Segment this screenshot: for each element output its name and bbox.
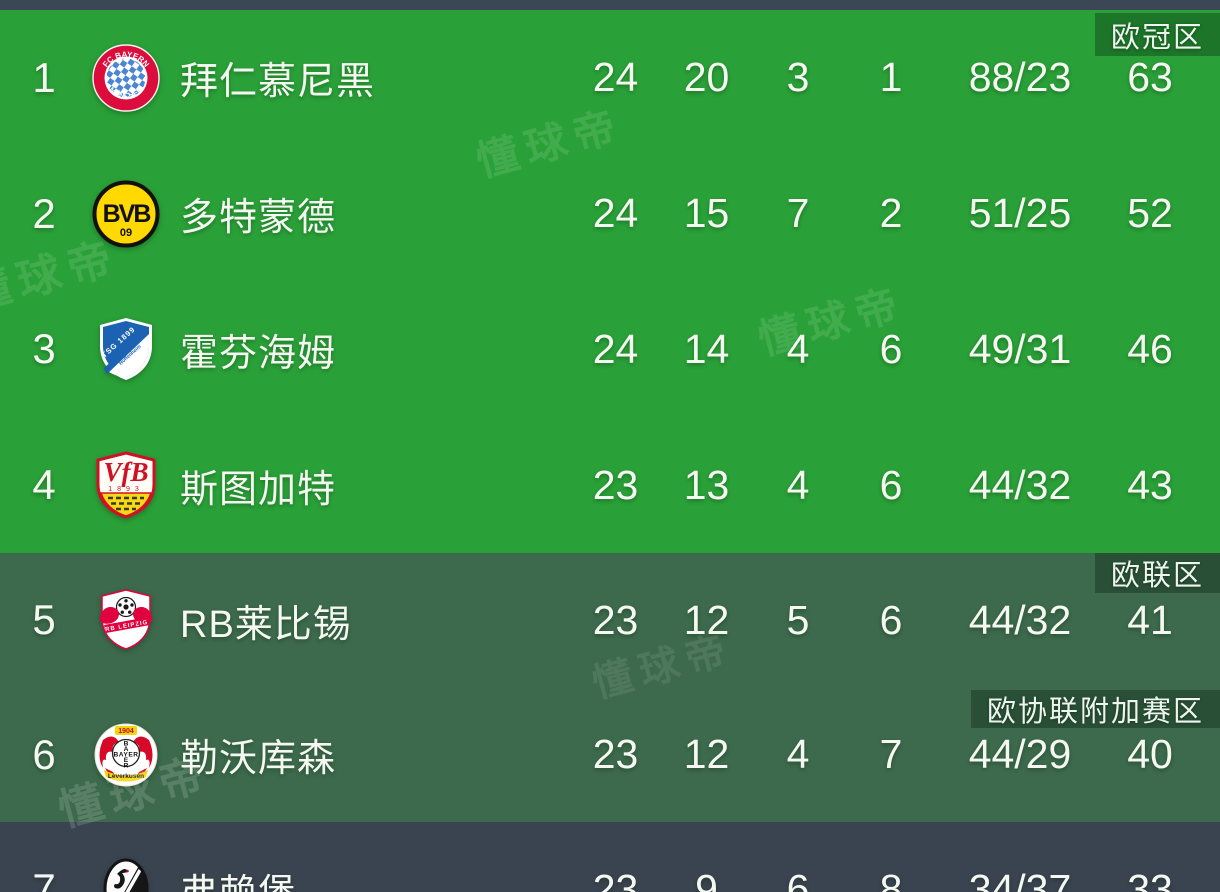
zone-badge-champions-league: 欧冠区 — [1094, 13, 1220, 56]
zone-badge-europa-league: 欧联区 — [1094, 553, 1220, 593]
stuttgart-logo: VfB 1893 — [91, 450, 161, 520]
svg-text:A: A — [124, 746, 129, 753]
section-europa-league-zone: 5 RB LEIPZIG RB莱比锡 23 12 5 6 44/32 41 6 … — [0, 553, 1220, 822]
wins: 13 — [683, 461, 730, 508]
draws: 7 — [786, 190, 810, 237]
svg-text:BVB: BVB — [103, 200, 151, 228]
goals-for-against: 34/37 — [968, 865, 1072, 892]
points: 46 — [1127, 325, 1173, 372]
team-name: 拜仁慕尼黑 — [180, 61, 376, 104]
draws: 5 — [786, 596, 810, 643]
draws: 3 — [786, 54, 810, 101]
section-champions-league-zone: 1 FC BAYERN MÜNCHEN 拜仁慕尼黑 24 20 3 1 88/2… — [0, 10, 1220, 553]
team-rank: 6 — [32, 730, 56, 778]
bayern-munich-logo: FC BAYERN MÜNCHEN — [91, 43, 161, 113]
wins: 12 — [683, 731, 730, 778]
goals-for-against: 44/32 — [968, 596, 1072, 643]
europa-league-rows: 5 RB LEIPZIG RB莱比锡 23 12 5 6 44/32 41 6 … — [0, 553, 1220, 822]
wins: 9 — [695, 865, 718, 892]
wins: 20 — [683, 54, 730, 101]
points: 43 — [1127, 461, 1173, 508]
losses: 2 — [879, 190, 903, 237]
zone-badge-conference-playoff: 欧协联附加赛区 — [970, 690, 1220, 728]
svg-text:VfB: VfB — [103, 457, 148, 487]
bayer-leverkusen-logo: 1904 B A BAYER E R Leverkusen — [91, 720, 161, 790]
matches-played: 24 — [592, 325, 639, 372]
svg-text:BAYER: BAYER — [114, 751, 139, 758]
losses: 8 — [879, 865, 903, 892]
hoffenheim-logo: TSG 1899 Hoffenheim — [91, 314, 161, 384]
top-divider-bar — [0, 0, 1220, 10]
table-row[interactable]: 3 TSG 1899 Hoffenheim 霍芬海姆 24 14 4 6 49/… — [0, 282, 1220, 418]
borussia-dortmund-logo: BVB 09 — [91, 179, 161, 249]
team-name: 多特蒙德 — [180, 197, 337, 240]
wins: 12 — [683, 596, 730, 643]
matches-played: 24 — [592, 190, 639, 237]
wins: 14 — [683, 325, 730, 372]
section-lower-table: 7 弗赖堡 23 9 6 8 34/37 33 — [0, 822, 1220, 892]
matches-played: 23 — [592, 865, 639, 892]
wins: 15 — [683, 190, 730, 237]
goals-for-against: 51/25 — [968, 190, 1072, 237]
points: 40 — [1127, 731, 1173, 778]
table-row[interactable]: 4 VfB 1893 斯图加特 23 13 4 6 44/32 43 — [0, 417, 1220, 553]
team-rank: 5 — [32, 596, 56, 644]
rb-leipzig-logo: RB LEIPZIG — [91, 585, 161, 655]
table-row[interactable]: 5 RB LEIPZIG RB莱比锡 23 12 5 6 44/32 41 — [0, 553, 1220, 688]
points: 41 — [1127, 596, 1173, 643]
team-rank: 3 — [32, 325, 56, 373]
goals-for-against: 49/31 — [968, 325, 1072, 372]
team-name: 斯图加特 — [180, 468, 337, 511]
svg-text:09: 09 — [120, 227, 132, 239]
team-name: RB莱比锡 — [180, 603, 352, 646]
losses: 6 — [879, 461, 903, 508]
draws: 4 — [786, 731, 810, 778]
team-rank: 7 — [32, 865, 56, 892]
team-name: 霍芬海姆 — [180, 332, 337, 375]
team-rank: 4 — [32, 461, 56, 509]
draws: 6 — [786, 865, 810, 892]
draws: 4 — [786, 325, 810, 372]
losses: 7 — [879, 731, 903, 778]
svg-text:MÜNCHEN: MÜNCHEN — [108, 85, 145, 100]
points: 33 — [1127, 865, 1173, 892]
svg-text:1893: 1893 — [108, 486, 144, 493]
svg-text:R: R — [124, 762, 129, 769]
points: 63 — [1127, 54, 1173, 101]
matches-played: 24 — [592, 54, 639, 101]
table-row[interactable]: 1 FC BAYERN MÜNCHEN 拜仁慕尼黑 24 20 3 1 88/2… — [0, 10, 1220, 146]
goals-for-against: 88/23 — [968, 54, 1072, 101]
svg-text:1904: 1904 — [118, 728, 134, 735]
losses: 1 — [879, 54, 903, 101]
team-name: 弗赖堡 — [164, 862, 570, 892]
losses: 6 — [879, 325, 903, 372]
freiburg-logo — [91, 854, 161, 892]
matches-played: 23 — [592, 596, 639, 643]
table-row[interactable]: 6 1904 B A BAYER E R Leverkusen 勒沃库森 23 … — [0, 688, 1220, 823]
team-rank: 1 — [32, 53, 56, 101]
svg-text:B: B — [124, 740, 129, 747]
team-name: 勒沃库森 — [180, 738, 337, 781]
champions-league-rows: 1 FC BAYERN MÜNCHEN 拜仁慕尼黑 24 20 3 1 88/2… — [0, 10, 1220, 553]
goals-for-against: 44/32 — [968, 461, 1072, 508]
draws: 4 — [786, 461, 810, 508]
losses: 6 — [879, 596, 903, 643]
svg-text:Leverkusen: Leverkusen — [108, 773, 144, 780]
team-rank: 2 — [32, 189, 56, 237]
matches-played: 23 — [592, 731, 639, 778]
lower-table-rows: 7 弗赖堡 23 9 6 8 34/37 33 — [0, 822, 1220, 892]
points: 52 — [1127, 190, 1173, 237]
table-row[interactable]: 7 弗赖堡 23 9 6 8 34/37 33 — [0, 822, 1220, 892]
svg-text:E: E — [124, 757, 129, 764]
matches-played: 23 — [592, 461, 639, 508]
table-row[interactable]: 2 BVB 09 多特蒙德 24 15 7 2 51/25 52 — [0, 146, 1220, 282]
goals-for-against: 44/29 — [968, 731, 1072, 778]
